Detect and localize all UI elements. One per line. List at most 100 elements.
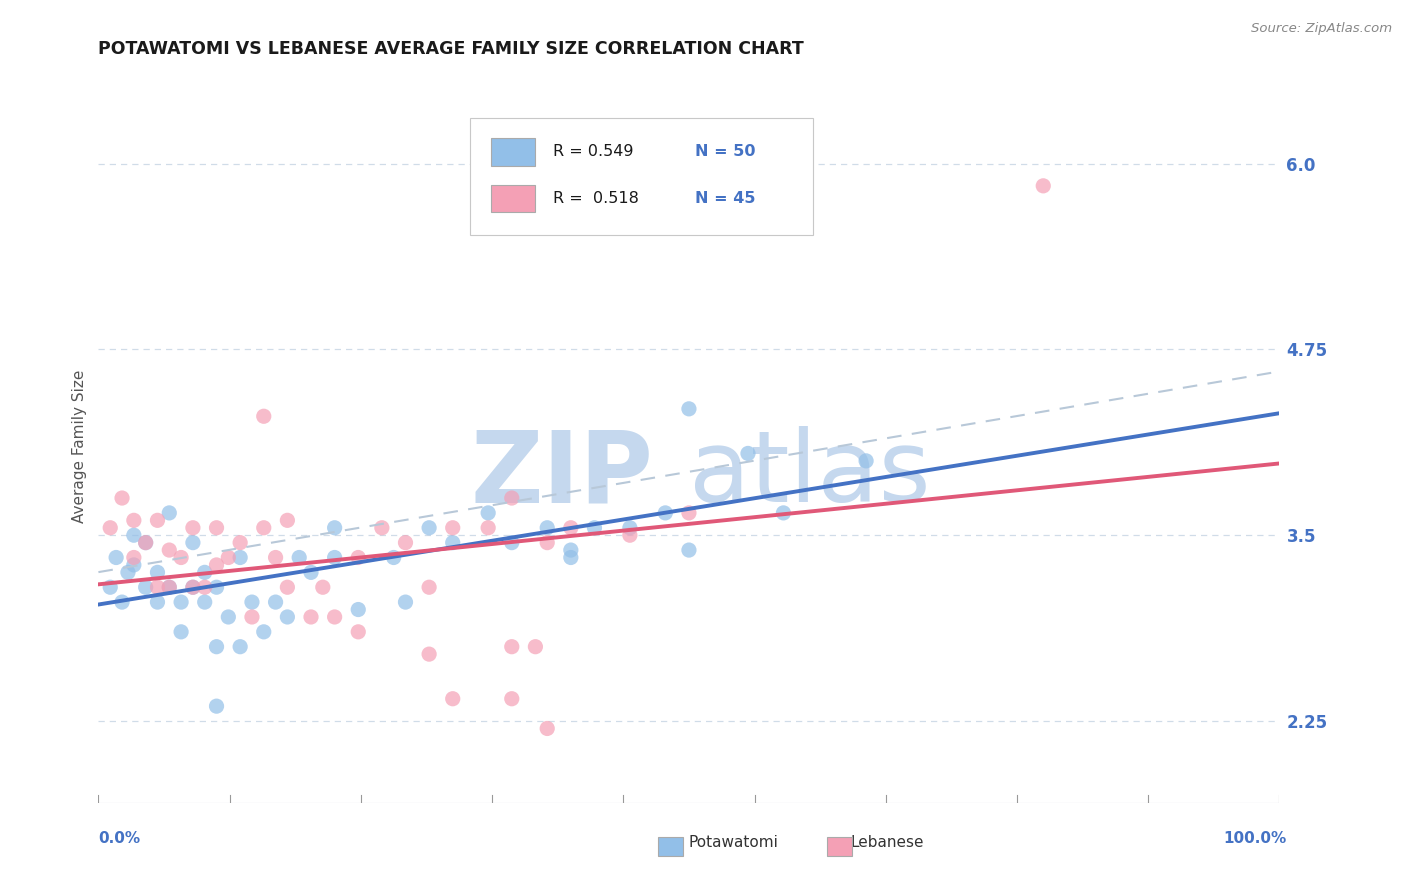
Text: atlas: atlas (689, 426, 931, 523)
Point (347, 550, 370, 565)
Point (524, 640, 547, 654)
Point (418, 521, 440, 535)
Point (654, 506, 676, 520)
Point (678, 543, 700, 558)
Point (418, 647, 440, 661)
Point (105, 550, 128, 565)
Text: R = 0.549: R = 0.549 (553, 145, 634, 160)
Point (323, 521, 346, 535)
Point (135, 580, 157, 594)
Point (217, 550, 239, 565)
Point (205, 521, 228, 535)
Point (418, 580, 440, 594)
Point (501, 691, 523, 706)
Point (737, 446, 759, 460)
Point (157, 580, 180, 594)
Point (157, 543, 180, 558)
Point (619, 521, 641, 535)
Point (371, 521, 394, 535)
Point (536, 722, 558, 736)
Point (583, 521, 606, 535)
Point (170, 550, 193, 565)
Point (122, 558, 145, 572)
Point (477, 506, 499, 520)
Point (323, 610, 346, 624)
Point (855, 454, 877, 468)
Point (312, 580, 335, 594)
Point (117, 566, 139, 580)
Point (253, 521, 276, 535)
Point (501, 491, 523, 505)
Point (619, 528, 641, 542)
Point (229, 640, 252, 654)
Point (98, 580, 121, 594)
Point (240, 610, 263, 624)
Point (264, 595, 287, 609)
Point (560, 521, 582, 535)
Bar (491, 185, 536, 212)
Point (678, 401, 700, 416)
Point (181, 535, 204, 549)
Point (146, 566, 169, 580)
Point (229, 535, 252, 549)
Point (205, 640, 228, 654)
Point (772, 506, 794, 520)
Point (157, 580, 180, 594)
Point (323, 550, 346, 565)
Point (240, 595, 263, 609)
Point (111, 491, 134, 505)
Bar (491, 138, 536, 166)
Point (560, 550, 582, 565)
Point (181, 580, 204, 594)
Point (441, 691, 464, 706)
Point (347, 602, 370, 616)
Text: 100.0%: 100.0% (1223, 831, 1286, 847)
Point (477, 521, 499, 535)
Point (264, 550, 287, 565)
Point (441, 535, 464, 549)
Text: POTAWATOMI VS LEBANESE AVERAGE FAMILY SIZE CORRELATION CHART: POTAWATOMI VS LEBANESE AVERAGE FAMILY SI… (98, 40, 804, 58)
Point (217, 610, 239, 624)
Point (394, 595, 416, 609)
Point (194, 595, 217, 609)
Point (170, 624, 193, 639)
Point (146, 595, 169, 609)
Point (181, 521, 204, 535)
Point (253, 409, 276, 424)
FancyBboxPatch shape (471, 118, 813, 235)
Text: N = 50: N = 50 (695, 145, 755, 160)
Point (229, 550, 252, 565)
Point (111, 595, 134, 609)
Point (501, 640, 523, 654)
Point (181, 580, 204, 594)
Point (276, 610, 298, 624)
Point (276, 513, 298, 527)
Text: R =  0.518: R = 0.518 (553, 191, 638, 206)
Point (205, 558, 228, 572)
Point (394, 535, 416, 549)
Text: N = 45: N = 45 (695, 191, 755, 206)
Point (299, 610, 322, 624)
Point (146, 580, 169, 594)
Point (205, 580, 228, 594)
Point (276, 580, 298, 594)
Point (382, 550, 405, 565)
Point (678, 506, 700, 520)
Point (253, 624, 276, 639)
Text: 0.0%: 0.0% (98, 831, 141, 847)
Point (347, 624, 370, 639)
Point (146, 513, 169, 527)
Point (441, 521, 464, 535)
Y-axis label: Average Family Size: Average Family Size (72, 369, 87, 523)
Point (122, 513, 145, 527)
Point (170, 595, 193, 609)
Point (288, 550, 311, 565)
Point (194, 580, 217, 594)
Point (1032, 178, 1054, 193)
Text: ZIP: ZIP (471, 426, 654, 523)
Point (135, 535, 157, 549)
Point (135, 535, 157, 549)
Point (98, 521, 121, 535)
Point (299, 566, 322, 580)
Text: Lebanese: Lebanese (851, 836, 924, 850)
